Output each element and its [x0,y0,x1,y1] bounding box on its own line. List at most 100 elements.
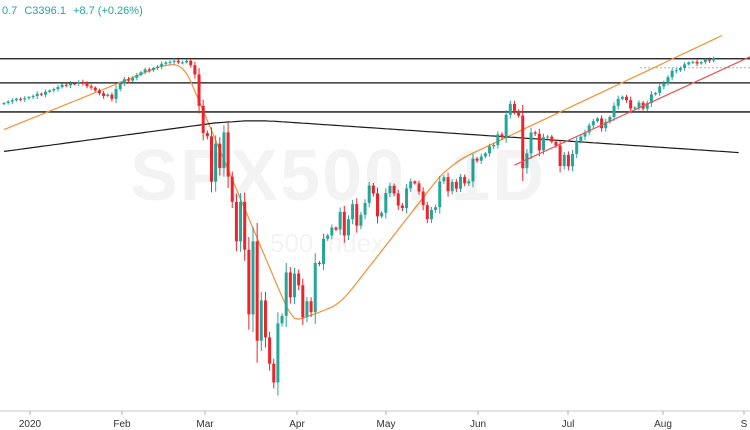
candle-body [210,136,213,182]
candle-body [305,301,309,318]
candle-body [595,118,599,122]
candle-body [309,301,313,313]
candle-body [164,62,168,64]
candle-body [127,79,130,81]
candle-body [633,107,637,109]
candle-body [280,315,284,324]
candle-body [301,285,305,318]
candle-body [554,141,558,146]
candle-body [44,91,47,95]
candle-body [10,100,14,102]
candle-body [73,83,77,85]
candle-body [670,70,674,78]
candle-body [537,133,541,151]
candle-body [388,185,392,194]
candle-body [131,77,135,81]
candle-body [81,82,85,83]
candle-body [110,94,114,99]
candle-body [23,98,27,100]
ohlc-legend: 0.7 C3396.1 +8.7 (+0.26%) [2,5,147,17]
candle-body [222,132,226,168]
candle-body [139,72,143,75]
candle-body [114,89,118,99]
x-tick-label: S [741,419,748,430]
candle-body [566,154,570,167]
candle-body [662,83,666,87]
candle-body [496,134,500,145]
candle-body [492,145,496,147]
candle-body [97,90,101,94]
candle-body [56,87,60,89]
candle-body [392,185,396,194]
candle-body [654,92,658,95]
candle-body [637,102,641,108]
candle-body [52,89,56,91]
candle-body [218,143,222,168]
candle-body [409,181,413,189]
candle-body [703,59,707,63]
candle-body [293,273,296,298]
candle-body [562,154,566,166]
x-tick-label: Jul [562,419,575,430]
candle-body [396,193,400,206]
candle-body [620,96,624,99]
candle-body [106,94,110,96]
candle-body [180,62,184,64]
candle-body [438,181,442,208]
candle-body [434,207,438,210]
candle-body [168,61,172,63]
candle-body [68,83,72,86]
x-tick-label: Jun [470,419,486,430]
candle-body [284,272,288,316]
candle-body [263,300,267,338]
candle-body [255,241,259,341]
candle-body [118,83,122,89]
candle-body [450,181,454,192]
candle-body [6,101,10,103]
candle-body [429,209,433,220]
candle-body [521,115,525,169]
candle-body [579,136,583,141]
candle-body [475,158,479,161]
candle-body [546,136,550,138]
candle-body [616,98,620,106]
candle-body [583,132,587,137]
candle-body [558,145,562,166]
candle-body [27,97,31,99]
candle-body [351,204,355,220]
x-tick-label: May [377,419,396,430]
candle-body [488,146,492,154]
candle-body [591,121,595,126]
x-tick-label: Feb [113,419,131,430]
candle-body [35,93,39,96]
candle-body [645,103,649,109]
candle-body [405,188,409,208]
candle-body [313,262,317,313]
candle-body [517,110,521,116]
candle-body [193,65,197,75]
x-tick-label: 2020 [19,419,42,430]
candle-body [363,202,367,215]
candle-body [330,227,334,236]
moving-average-long-line [3,120,739,154]
candle-body [276,323,280,383]
candle-body [467,181,471,184]
candle-body [587,125,591,133]
candle-body [151,68,155,71]
candle-body [442,177,446,182]
candle-body [189,60,193,66]
candle-body [384,193,388,213]
candle-body [525,153,529,169]
candle-body [31,96,35,98]
candles [2,56,716,396]
candle-body [608,117,612,122]
candle-body [338,211,342,230]
candle-body [317,262,321,264]
candle-body [612,105,616,117]
candle-body [176,60,180,63]
candle-body [380,212,384,217]
candle-body [666,77,670,84]
candle-body [699,62,703,64]
candle-body [19,98,23,100]
